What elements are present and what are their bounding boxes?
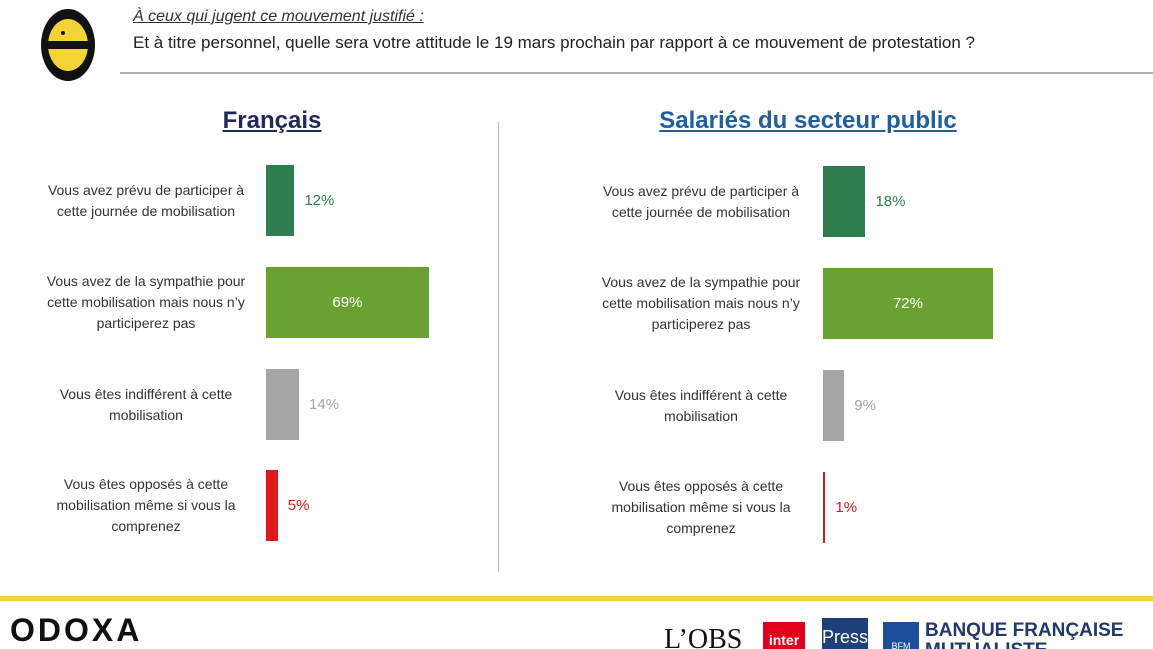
value-label: 18% [875, 193, 906, 210]
footer-rule [0, 596, 1153, 601]
bar [266, 470, 278, 541]
subtitle: À ceux qui jugent ce mouvement justifié … [133, 8, 424, 25]
value-label: 72% [892, 295, 923, 312]
chart-title: Français [222, 107, 322, 134]
partner-name: MUTUALISTE [925, 640, 1047, 649]
category-label: Vous avez de la sympathie pour cette mob… [46, 273, 246, 331]
value-label: 12% [304, 192, 335, 209]
bar [823, 166, 866, 237]
bar [266, 165, 295, 236]
value-label: 5% [287, 497, 310, 514]
category-label: Vous êtes indifférent à cette mobilisati… [614, 386, 788, 424]
category-label: Vous avez de la sympathie pour cette mob… [601, 274, 801, 332]
bar [266, 267, 429, 338]
question: Et à titre personnel, quelle sera votre … [133, 33, 975, 52]
category-label: Vous êtes opposés à cette mobilisation m… [611, 478, 791, 536]
value-label: 14% [309, 396, 340, 413]
logo-icon [41, 9, 95, 81]
category-label: Vous êtes opposés à cette mobilisation m… [56, 476, 236, 534]
value-label: 1% [835, 499, 858, 516]
chart-title: Salariés du secteur public [659, 107, 957, 134]
value-label: 9% [854, 397, 876, 414]
bar [266, 369, 300, 440]
bar [823, 268, 993, 339]
partner-logo: inter [763, 622, 805, 649]
value-label: 69% [332, 294, 363, 311]
partner-logo: L’OBS [664, 624, 743, 649]
category-label: Vous êtes indifférent à cette mobilisati… [59, 385, 233, 423]
category-label: Vous avez prévu de participer à cette jo… [47, 181, 245, 219]
brand: ODOXA [10, 612, 143, 648]
bar [823, 370, 845, 441]
divider [498, 122, 499, 572]
category-label: Vous avez prévu de participer à cette jo… [602, 182, 800, 220]
header-rule [120, 72, 1153, 74]
bar [823, 472, 826, 543]
partner-logo: Presse [822, 618, 878, 649]
partner-logo: BFM [883, 622, 919, 649]
partner-name: BANQUE FRANÇAISE [925, 620, 1124, 641]
